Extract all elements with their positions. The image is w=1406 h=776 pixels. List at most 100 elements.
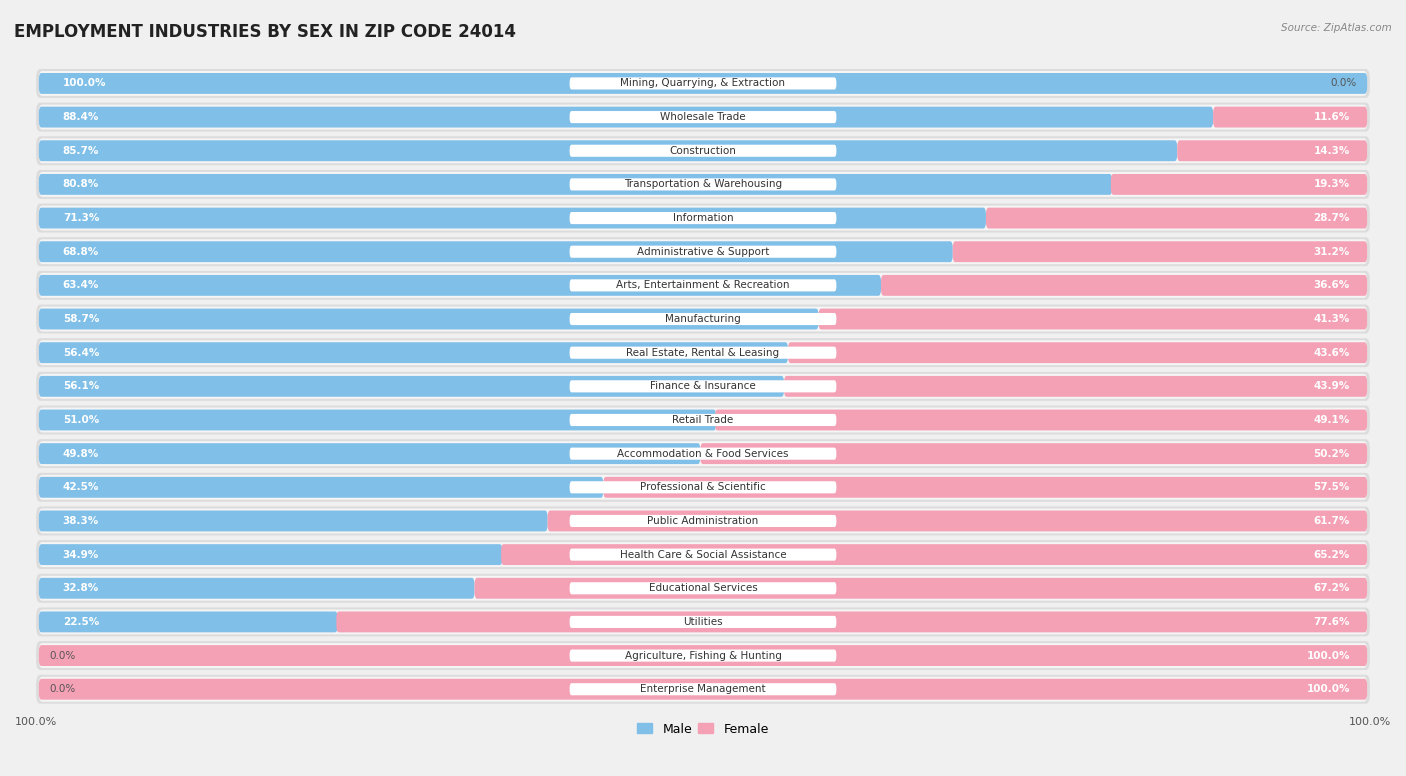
- FancyBboxPatch shape: [569, 414, 837, 426]
- Text: Transportation & Warehousing: Transportation & Warehousing: [624, 179, 782, 189]
- Text: Health Care & Social Assistance: Health Care & Social Assistance: [620, 549, 786, 559]
- FancyBboxPatch shape: [39, 174, 1112, 195]
- FancyBboxPatch shape: [569, 111, 837, 123]
- Text: 22.5%: 22.5%: [63, 617, 98, 627]
- Text: 49.8%: 49.8%: [63, 449, 98, 459]
- FancyBboxPatch shape: [569, 616, 837, 628]
- FancyBboxPatch shape: [37, 69, 1369, 98]
- FancyBboxPatch shape: [37, 338, 1369, 367]
- Text: Professional & Scientific: Professional & Scientific: [640, 483, 766, 492]
- FancyBboxPatch shape: [569, 178, 837, 190]
- FancyBboxPatch shape: [569, 78, 837, 89]
- FancyBboxPatch shape: [39, 410, 716, 431]
- Text: Information: Information: [672, 213, 734, 223]
- FancyBboxPatch shape: [547, 511, 1367, 532]
- Text: 58.7%: 58.7%: [63, 314, 100, 324]
- FancyBboxPatch shape: [569, 279, 837, 292]
- FancyBboxPatch shape: [1213, 106, 1367, 127]
- FancyBboxPatch shape: [39, 376, 785, 397]
- FancyBboxPatch shape: [700, 443, 1367, 464]
- FancyBboxPatch shape: [39, 511, 547, 532]
- FancyBboxPatch shape: [39, 508, 1367, 533]
- Text: 71.3%: 71.3%: [63, 213, 100, 223]
- FancyBboxPatch shape: [39, 643, 1367, 668]
- FancyBboxPatch shape: [39, 73, 1367, 94]
- Text: Manufacturing: Manufacturing: [665, 314, 741, 324]
- FancyBboxPatch shape: [39, 309, 818, 330]
- Text: Accommodation & Food Services: Accommodation & Food Services: [617, 449, 789, 459]
- Text: 38.3%: 38.3%: [63, 516, 98, 526]
- FancyBboxPatch shape: [569, 144, 837, 157]
- FancyBboxPatch shape: [1111, 174, 1367, 195]
- Text: 28.7%: 28.7%: [1313, 213, 1350, 223]
- Text: Utilities: Utilities: [683, 617, 723, 627]
- FancyBboxPatch shape: [37, 137, 1369, 165]
- FancyBboxPatch shape: [39, 544, 502, 565]
- Text: 80.8%: 80.8%: [63, 179, 98, 189]
- FancyBboxPatch shape: [39, 407, 1367, 432]
- FancyBboxPatch shape: [569, 683, 837, 695]
- Text: 14.3%: 14.3%: [1313, 146, 1350, 156]
- Text: Arts, Entertainment & Recreation: Arts, Entertainment & Recreation: [616, 280, 790, 290]
- Text: Agriculture, Fishing & Hunting: Agriculture, Fishing & Hunting: [624, 650, 782, 660]
- FancyBboxPatch shape: [37, 406, 1369, 435]
- FancyBboxPatch shape: [37, 573, 1369, 603]
- Text: 43.9%: 43.9%: [1313, 381, 1350, 391]
- Text: Administrative & Support: Administrative & Support: [637, 247, 769, 257]
- Text: 56.4%: 56.4%: [63, 348, 100, 358]
- FancyBboxPatch shape: [569, 380, 837, 393]
- FancyBboxPatch shape: [569, 313, 837, 325]
- Text: 43.6%: 43.6%: [1313, 348, 1350, 358]
- FancyBboxPatch shape: [39, 239, 1367, 264]
- FancyBboxPatch shape: [39, 275, 882, 296]
- FancyBboxPatch shape: [39, 475, 1367, 500]
- Text: 77.6%: 77.6%: [1313, 617, 1350, 627]
- FancyBboxPatch shape: [37, 102, 1369, 132]
- Text: Educational Services: Educational Services: [648, 584, 758, 594]
- Text: 0.0%: 0.0%: [1330, 78, 1357, 88]
- Text: 56.1%: 56.1%: [63, 381, 98, 391]
- Text: 34.9%: 34.9%: [63, 549, 98, 559]
- FancyBboxPatch shape: [39, 140, 1177, 161]
- FancyBboxPatch shape: [39, 442, 1367, 466]
- Text: 100.0%: 100.0%: [1306, 650, 1350, 660]
- FancyBboxPatch shape: [569, 448, 837, 459]
- FancyBboxPatch shape: [37, 675, 1369, 704]
- Text: Finance & Insurance: Finance & Insurance: [650, 381, 756, 391]
- Text: Enterprise Management: Enterprise Management: [640, 684, 766, 695]
- Text: 49.1%: 49.1%: [1313, 415, 1350, 425]
- FancyBboxPatch shape: [39, 679, 1367, 700]
- FancyBboxPatch shape: [39, 71, 1367, 96]
- Text: 0.0%: 0.0%: [49, 650, 76, 660]
- FancyBboxPatch shape: [39, 578, 474, 599]
- FancyBboxPatch shape: [39, 273, 1367, 298]
- Text: Wholesale Trade: Wholesale Trade: [661, 112, 745, 122]
- FancyBboxPatch shape: [39, 542, 1367, 567]
- FancyBboxPatch shape: [1177, 140, 1367, 161]
- FancyBboxPatch shape: [818, 309, 1367, 330]
- FancyBboxPatch shape: [37, 641, 1369, 670]
- Text: Retail Trade: Retail Trade: [672, 415, 734, 425]
- FancyBboxPatch shape: [569, 246, 837, 258]
- FancyBboxPatch shape: [569, 347, 837, 359]
- Text: 11.6%: 11.6%: [1313, 112, 1350, 122]
- FancyBboxPatch shape: [39, 576, 1367, 601]
- FancyBboxPatch shape: [39, 443, 700, 464]
- FancyBboxPatch shape: [569, 212, 837, 224]
- FancyBboxPatch shape: [785, 376, 1367, 397]
- FancyBboxPatch shape: [39, 677, 1367, 702]
- Text: 85.7%: 85.7%: [63, 146, 100, 156]
- Text: 88.4%: 88.4%: [63, 112, 100, 122]
- Text: 50.2%: 50.2%: [1313, 449, 1350, 459]
- Text: Real Estate, Rental & Leasing: Real Estate, Rental & Leasing: [627, 348, 779, 358]
- Text: 63.4%: 63.4%: [63, 280, 100, 290]
- FancyBboxPatch shape: [39, 206, 1367, 230]
- Text: EMPLOYMENT INDUSTRIES BY SEX IN ZIP CODE 24014: EMPLOYMENT INDUSTRIES BY SEX IN ZIP CODE…: [14, 23, 516, 41]
- Text: 31.2%: 31.2%: [1313, 247, 1350, 257]
- FancyBboxPatch shape: [603, 477, 1367, 497]
- FancyBboxPatch shape: [37, 170, 1369, 199]
- FancyBboxPatch shape: [39, 138, 1367, 163]
- FancyBboxPatch shape: [39, 208, 986, 228]
- FancyBboxPatch shape: [39, 241, 953, 262]
- FancyBboxPatch shape: [37, 203, 1369, 233]
